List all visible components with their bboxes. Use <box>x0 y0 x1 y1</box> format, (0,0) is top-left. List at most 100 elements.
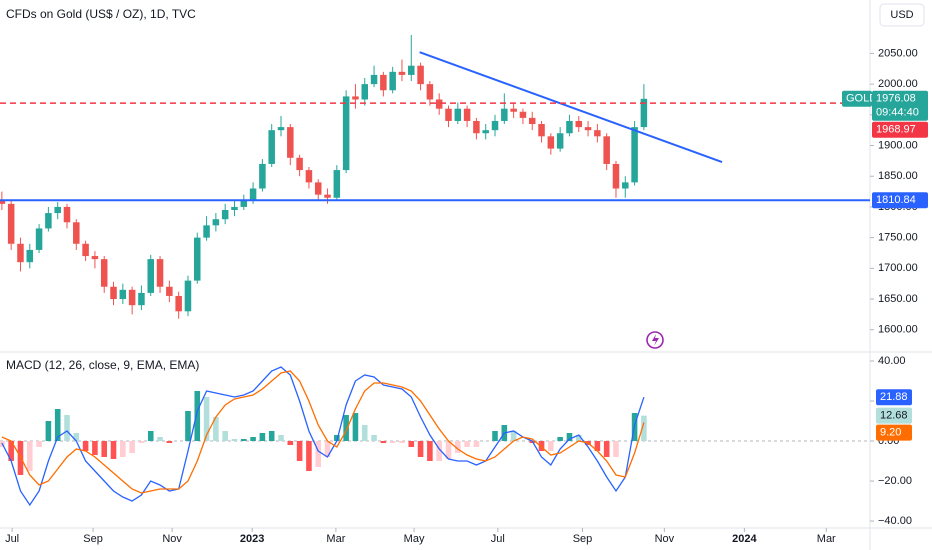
histogram-bar <box>8 441 14 461</box>
histogram-bar <box>566 433 573 441</box>
histogram-bar <box>166 441 173 443</box>
histogram-bar <box>380 441 387 443</box>
indicator-line <box>1 370 645 494</box>
candle-body <box>7 203 15 244</box>
x-tick-label: 2023 <box>240 533 264 545</box>
y-tick-label: −40.00 <box>878 515 912 527</box>
symbol-tag <box>842 90 872 107</box>
histogram-bar <box>157 437 163 441</box>
candle-body <box>259 163 266 189</box>
histogram-bar <box>259 433 266 441</box>
candle-body <box>501 108 508 121</box>
histogram-bar <box>250 437 256 441</box>
candle-body <box>147 259 154 293</box>
line-tag-label: 1810.84 <box>876 194 916 206</box>
histogram-bar <box>613 441 619 457</box>
histogram-bar <box>92 441 98 455</box>
histogram-bar <box>455 441 461 453</box>
candle-body <box>426 84 434 100</box>
candle-body <box>305 170 313 183</box>
histogram-bar <box>36 441 42 447</box>
x-tick-label: Jul <box>5 533 19 545</box>
candle-body <box>296 157 303 171</box>
y-tick-label: 2050.00 <box>878 47 918 59</box>
candle-body <box>398 71 406 75</box>
indicator-line <box>1 366 645 507</box>
histogram-bar <box>194 391 201 441</box>
histogram-bar <box>287 441 294 445</box>
candle-body <box>314 182 322 195</box>
candle-body <box>631 127 638 183</box>
histogram-bar <box>408 441 415 447</box>
histogram-bar <box>82 441 89 451</box>
x-tick-label: Nov <box>162 533 182 545</box>
candle-body <box>575 120 583 128</box>
candle-body <box>566 120 573 134</box>
histogram-bar <box>101 441 108 457</box>
candle-body <box>82 243 89 257</box>
candle-body <box>0 199 6 204</box>
value-tag <box>876 407 912 424</box>
y-tick-label: 1650.00 <box>878 293 918 305</box>
value-tag <box>876 424 912 441</box>
histogram-bar <box>361 425 368 441</box>
histogram-bar <box>427 441 433 461</box>
chart-title: CFDs on Gold (US$ / OZ), 1D, TVC <box>6 7 196 21</box>
histogram-bar <box>641 415 647 441</box>
value-tag-label: 12.68 <box>880 410 908 422</box>
histogram-bar <box>324 441 331 457</box>
candle-body <box>17 243 24 263</box>
candle-body <box>603 136 610 164</box>
countdown-label: 09:44:40 <box>876 107 919 119</box>
candle-body <box>612 163 620 189</box>
candle-body <box>463 108 471 121</box>
histogram-bar <box>557 437 563 441</box>
candle-body <box>138 292 145 306</box>
candle-body <box>231 206 238 210</box>
histogram-bar <box>389 441 396 443</box>
currency-button[interactable] <box>879 3 925 27</box>
y-tick-label: 1750.00 <box>878 232 918 244</box>
logo-icon[interactable] <box>646 331 664 349</box>
candle-body <box>454 108 462 121</box>
candle-body <box>268 130 275 164</box>
candle-body <box>594 130 601 137</box>
histogram-bar <box>222 431 228 441</box>
candle-body <box>175 295 182 312</box>
x-tick-label: May <box>404 533 425 545</box>
candle-body <box>128 289 136 306</box>
histogram-bar <box>510 431 517 441</box>
logo-ring <box>646 331 664 349</box>
x-tick-label: Mar <box>326 533 345 545</box>
candle-body <box>547 136 555 149</box>
x-tick-label: Sep <box>573 533 593 545</box>
y-tick-label: 1600.00 <box>878 324 918 336</box>
x-tick-label: Nov <box>655 533 675 545</box>
histogram-bar <box>575 435 582 441</box>
y-tick-label: 1700.00 <box>878 262 918 274</box>
histogram-bar <box>203 397 210 441</box>
histogram-bar <box>138 441 145 443</box>
histogram-bar <box>352 413 359 441</box>
candle-body <box>519 111 527 118</box>
histogram-bar <box>213 417 219 441</box>
histogram-bar <box>594 441 601 451</box>
value-tag <box>876 389 912 406</box>
y-tick-label: 2000.00 <box>878 78 918 90</box>
candle-body <box>91 256 99 260</box>
candle-body <box>556 133 564 149</box>
candle-body <box>528 117 536 125</box>
candle-body <box>240 200 248 207</box>
candle-body <box>584 127 592 131</box>
histogram-bar <box>147 431 154 441</box>
candle-body <box>333 170 341 198</box>
candle-body <box>287 127 294 158</box>
histogram-bar <box>417 441 424 457</box>
candle-body <box>35 228 43 250</box>
candle-body <box>203 225 210 238</box>
histogram-bar <box>538 441 545 451</box>
y-tick-label: 1850.00 <box>878 170 918 182</box>
histogram-bar <box>315 441 322 467</box>
x-tick-label: Jul <box>491 533 505 545</box>
